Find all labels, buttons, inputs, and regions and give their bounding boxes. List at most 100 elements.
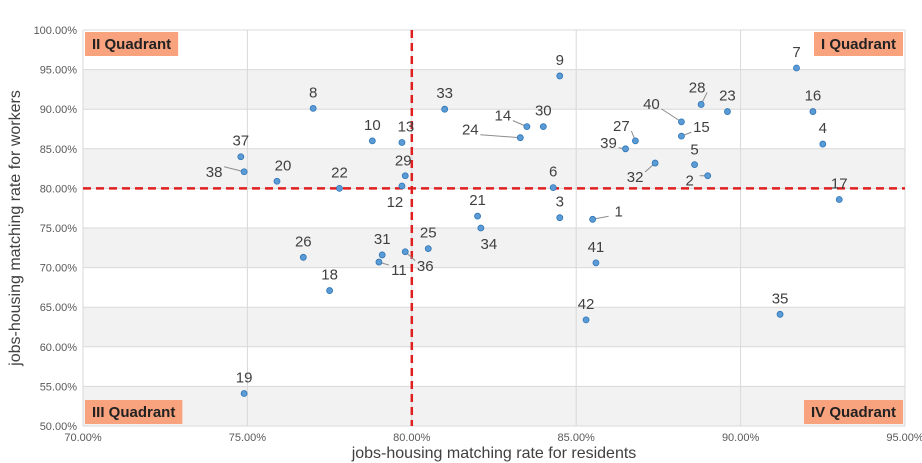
point-label: 17	[831, 175, 848, 192]
leader-line	[480, 134, 521, 139]
grid-band	[83, 386, 905, 426]
data-point	[582, 316, 590, 324]
quadrant-label-bottom-right: IV Quadrant	[803, 400, 903, 424]
point-label: 34	[481, 236, 498, 253]
data-point	[809, 108, 817, 115]
point-label: 29	[395, 153, 412, 170]
grid-band	[83, 228, 905, 268]
point-label: 25	[420, 225, 437, 242]
data-point	[835, 196, 843, 203]
data-point	[326, 287, 334, 294]
quadrant-label-text: I Quadrant	[821, 36, 896, 53]
point-label: 32	[627, 169, 644, 186]
data-point	[441, 105, 449, 113]
y-tick-label: 50.00%	[40, 421, 78, 433]
data-point	[378, 251, 386, 259]
point-label: 7	[792, 44, 800, 61]
point-label: 20	[275, 157, 292, 174]
data-point	[336, 184, 343, 192]
point-label: 18	[321, 267, 338, 284]
x-tick-label: 85.00%	[558, 432, 596, 444]
point-label: 21	[469, 192, 486, 209]
point-label: 8	[309, 84, 317, 101]
y-tick-label: 55.00%	[40, 381, 78, 393]
point-label: 19	[236, 370, 253, 387]
data-point	[273, 177, 281, 185]
x-tick-label: 75.00%	[229, 432, 267, 444]
point-label: 11	[391, 262, 407, 279]
data-point	[776, 310, 784, 318]
data-point	[631, 137, 639, 145]
point-label: 27	[613, 118, 630, 135]
point-label: 24	[462, 122, 479, 139]
y-tick-label: 100.00%	[34, 25, 78, 37]
point-label: 30	[535, 103, 552, 120]
data-point	[237, 153, 245, 161]
x-axis-title: jobs-housing matching rate for residents	[351, 445, 637, 462]
data-point	[516, 134, 524, 142]
point-label: 36	[417, 258, 434, 275]
point-label: 28	[689, 79, 706, 96]
point-label: 6	[549, 164, 557, 181]
data-point	[309, 105, 317, 112]
data-point	[299, 253, 307, 261]
point-label: 38	[206, 164, 223, 181]
plot-background-bands	[83, 69, 905, 426]
axis-tick-labels: 50.00% 55.00% 60.00% 65.00% 70.00% 75.00% 80.0…	[34, 25, 922, 444]
point-label: 2	[686, 173, 694, 190]
data-point	[424, 245, 432, 252]
data-point	[474, 212, 481, 220]
data-point	[549, 184, 557, 192]
data-point	[523, 123, 531, 131]
point-label: 23	[719, 88, 736, 105]
data-point	[368, 137, 376, 145]
data-point	[793, 64, 800, 72]
x-tick-label: 80.00%	[393, 432, 431, 444]
data-point	[819, 140, 827, 148]
quadrant-label-box	[803, 400, 903, 424]
grid-band	[83, 69, 905, 110]
quadrant-label-top-left: II Quadrant	[85, 32, 179, 56]
point-label: 35	[772, 290, 789, 307]
y-tick-label: 70.00%	[40, 263, 78, 275]
y-tick-label: 60.00%	[40, 342, 78, 354]
quadrant-label-box	[85, 32, 179, 56]
data-point	[398, 139, 406, 146]
leader-line	[661, 108, 682, 123]
grid-band	[83, 307, 905, 347]
data-point	[678, 118, 685, 126]
point-label: 41	[588, 239, 605, 256]
data-point	[592, 259, 600, 267]
point-label: 13	[398, 118, 415, 135]
data-point	[622, 145, 629, 153]
data-point	[704, 172, 712, 180]
data-point	[589, 215, 597, 223]
point-label: 42	[578, 296, 595, 313]
point-label: 26	[295, 233, 312, 250]
point-label: 16	[805, 88, 822, 105]
point-label: 31	[374, 231, 391, 248]
data-point	[240, 390, 248, 397]
point-label: 9	[556, 52, 564, 69]
data-point	[651, 159, 659, 167]
y-tick-label: 80.00%	[40, 183, 78, 195]
point-label: 10	[364, 117, 381, 134]
quadrant-labels: II Quadrant I Quadrant III Quadrant IV Quad…	[85, 32, 903, 424]
y-tick-label: 65.00%	[40, 302, 78, 314]
x-tick-label: 90.00%	[722, 432, 760, 444]
leader-line	[223, 166, 245, 173]
data-point	[477, 224, 485, 232]
point-label: 40	[643, 96, 660, 113]
y-tick-label: 95.00%	[40, 65, 78, 77]
data-point	[401, 248, 409, 256]
y-tick-label: 90.00%	[40, 104, 78, 116]
y-axis-title: jobs-housing matching rate for workers	[7, 90, 24, 367]
point-label: 1	[614, 203, 622, 220]
point-labels: 1234567891011121314151617181920212223242…	[206, 44, 848, 387]
point-label: 5	[690, 142, 698, 159]
point-label: 14	[495, 108, 512, 125]
data-point	[724, 108, 731, 115]
grid-band	[83, 148, 905, 189]
point-label: 15	[693, 119, 710, 136]
